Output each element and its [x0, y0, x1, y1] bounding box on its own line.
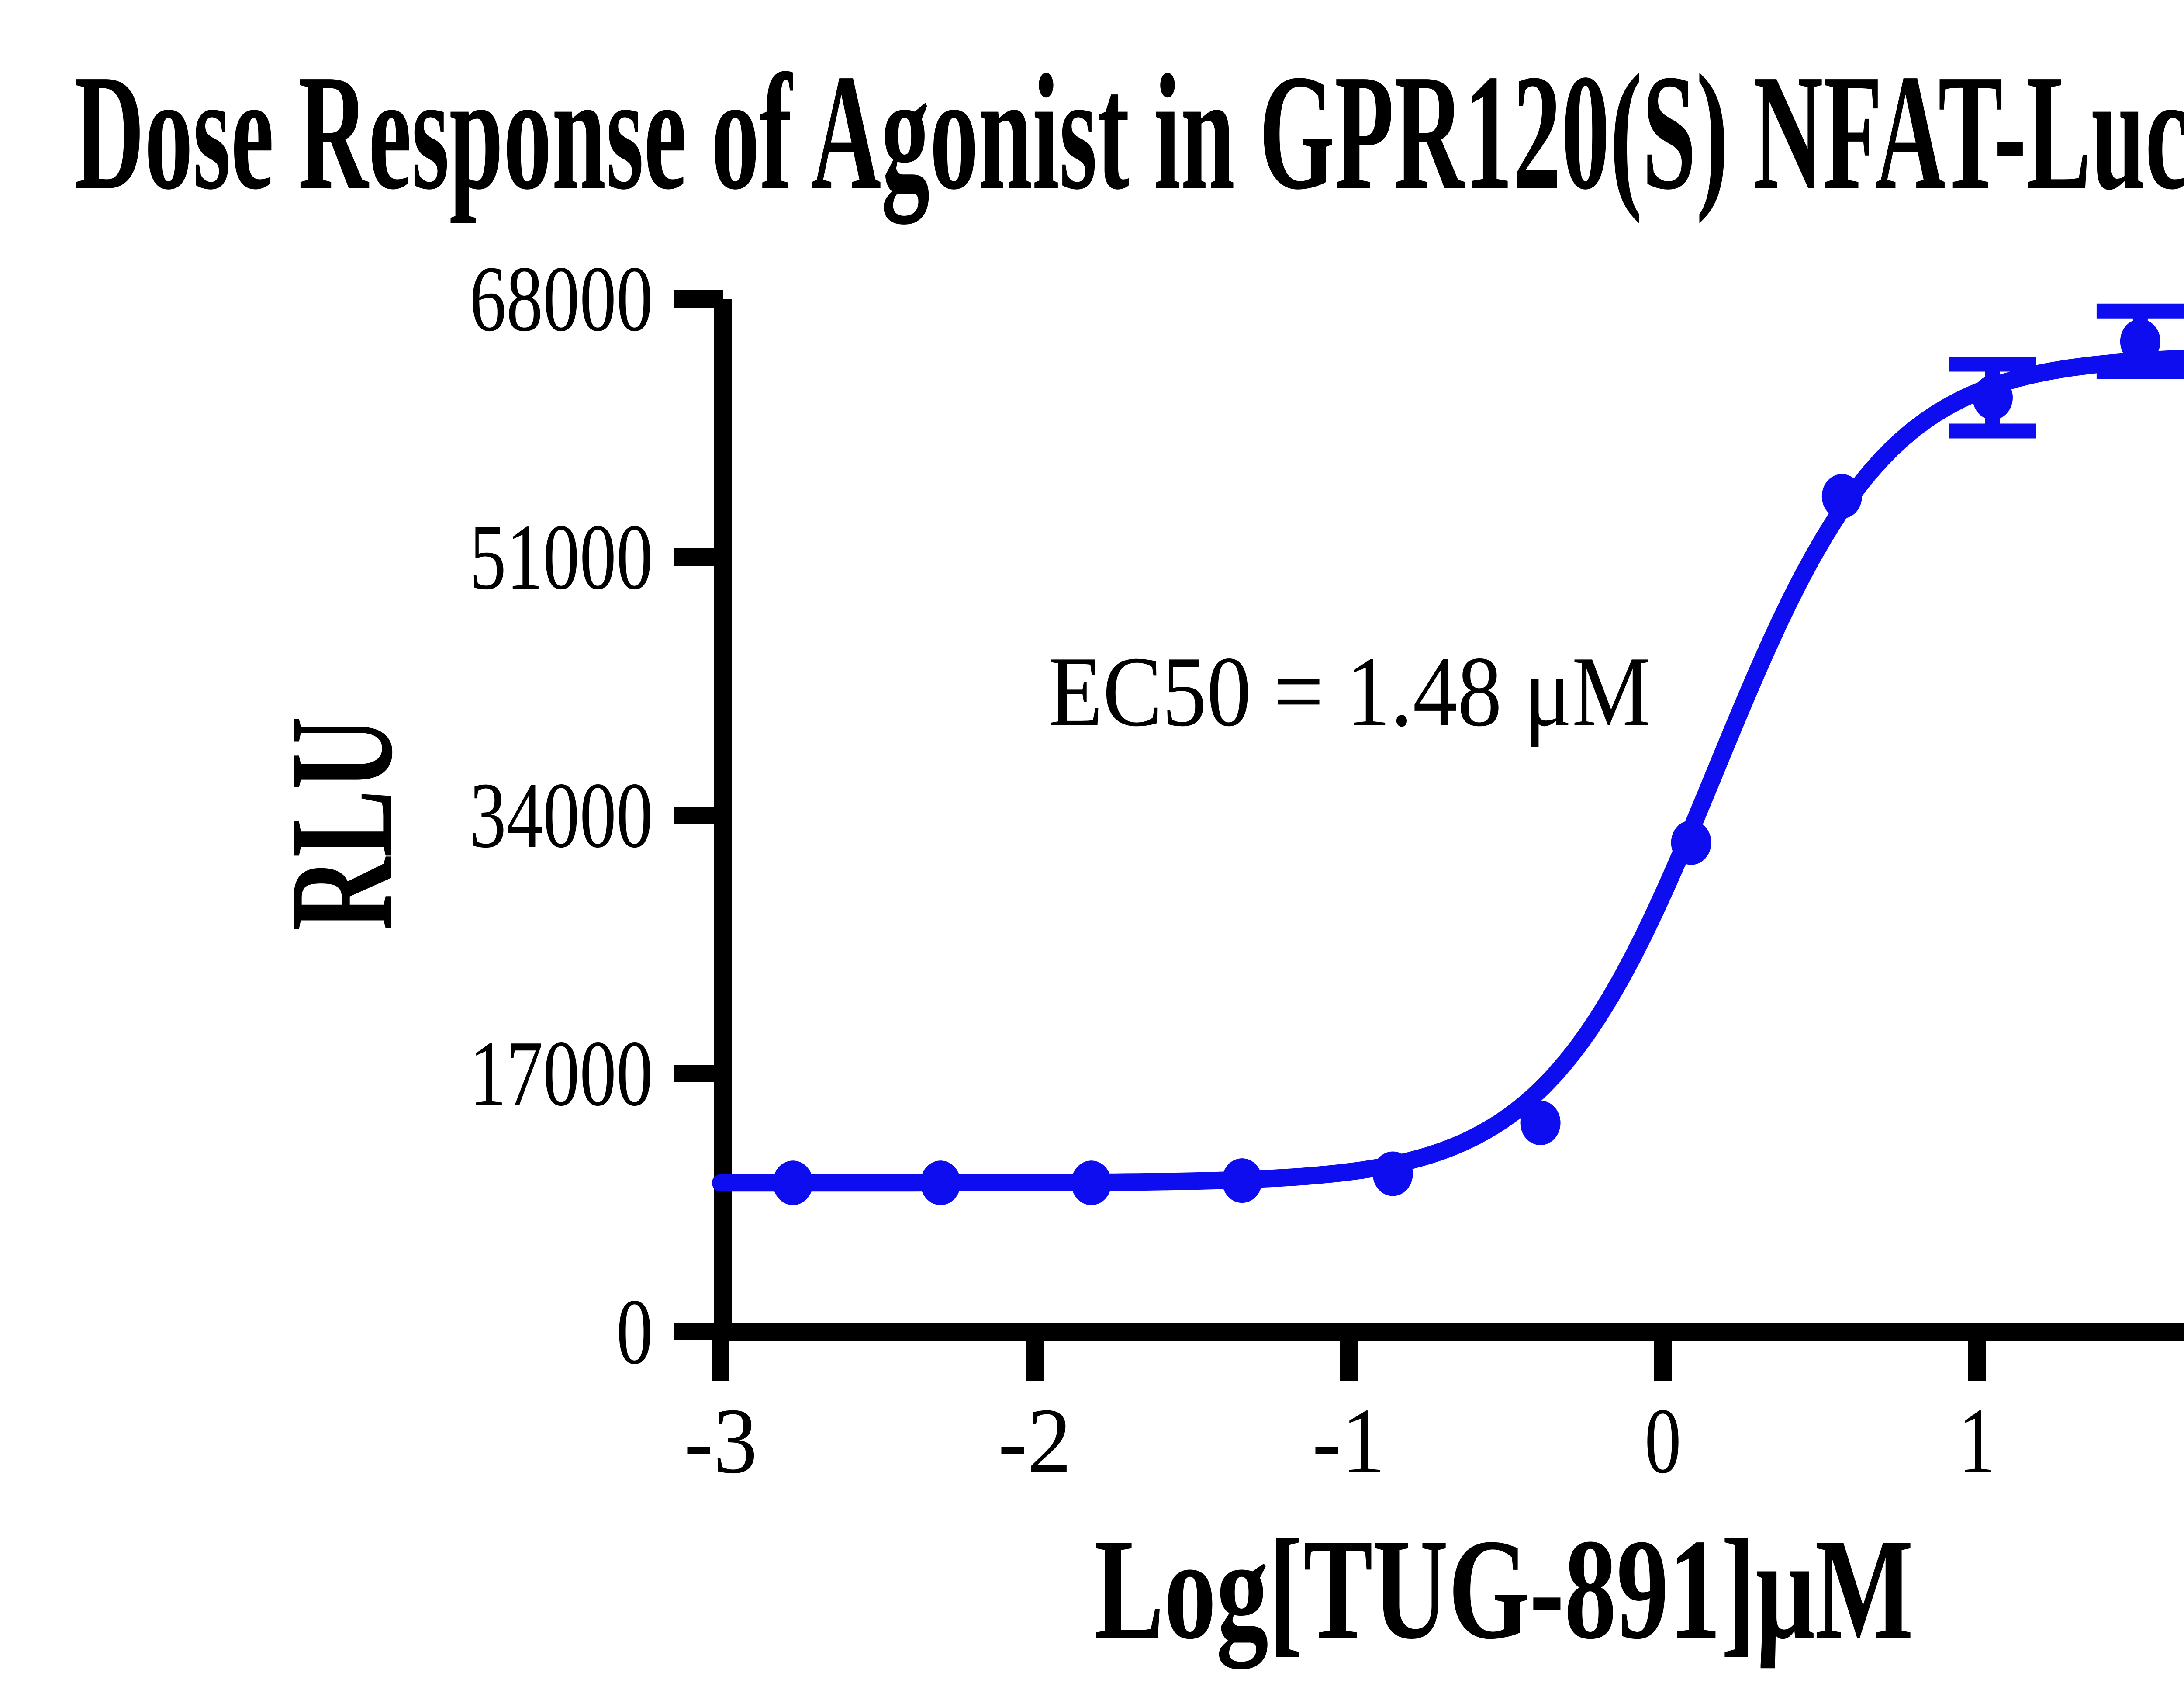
- data-point: [1671, 820, 1711, 865]
- axes-layer: [674, 290, 2184, 1381]
- y-tick-label: 68000: [470, 246, 653, 351]
- x-axis-title: Log[TUG-891]μM: [1095, 1510, 1914, 1671]
- y-tick-label: 51000: [470, 505, 653, 609]
- data-point: [1821, 474, 1862, 519]
- y-tick-label: 17000: [470, 1021, 653, 1125]
- series-layer: [712, 303, 2184, 1205]
- x-tick-label: 1: [1959, 1389, 1995, 1493]
- data-point: [773, 1160, 813, 1205]
- y-tick-label: 34000: [470, 763, 653, 867]
- x-tick-label: 0: [1645, 1389, 1681, 1493]
- y-tick-label: 0: [616, 1279, 653, 1384]
- x-tick-label: -2: [998, 1389, 1071, 1493]
- data-point: [1071, 1160, 1112, 1205]
- fit-curve: [712, 350, 2184, 1192]
- chart-title: Dose Response of Agonist in GPR120(S) NF…: [74, 40, 2184, 227]
- data-point: [1972, 375, 2013, 420]
- data-point: [1222, 1158, 1262, 1203]
- ec50-annotation: EC50 = 1.48 μM: [1048, 636, 1651, 747]
- x-tick-label: -3: [684, 1389, 757, 1493]
- data-point: [1372, 1151, 1413, 1196]
- data-point: [920, 1160, 961, 1205]
- y-axis-title: RLU: [259, 717, 423, 931]
- data-point: [1520, 1100, 1561, 1145]
- x-tick-label: -1: [1312, 1389, 1386, 1493]
- data-point: [2120, 319, 2160, 364]
